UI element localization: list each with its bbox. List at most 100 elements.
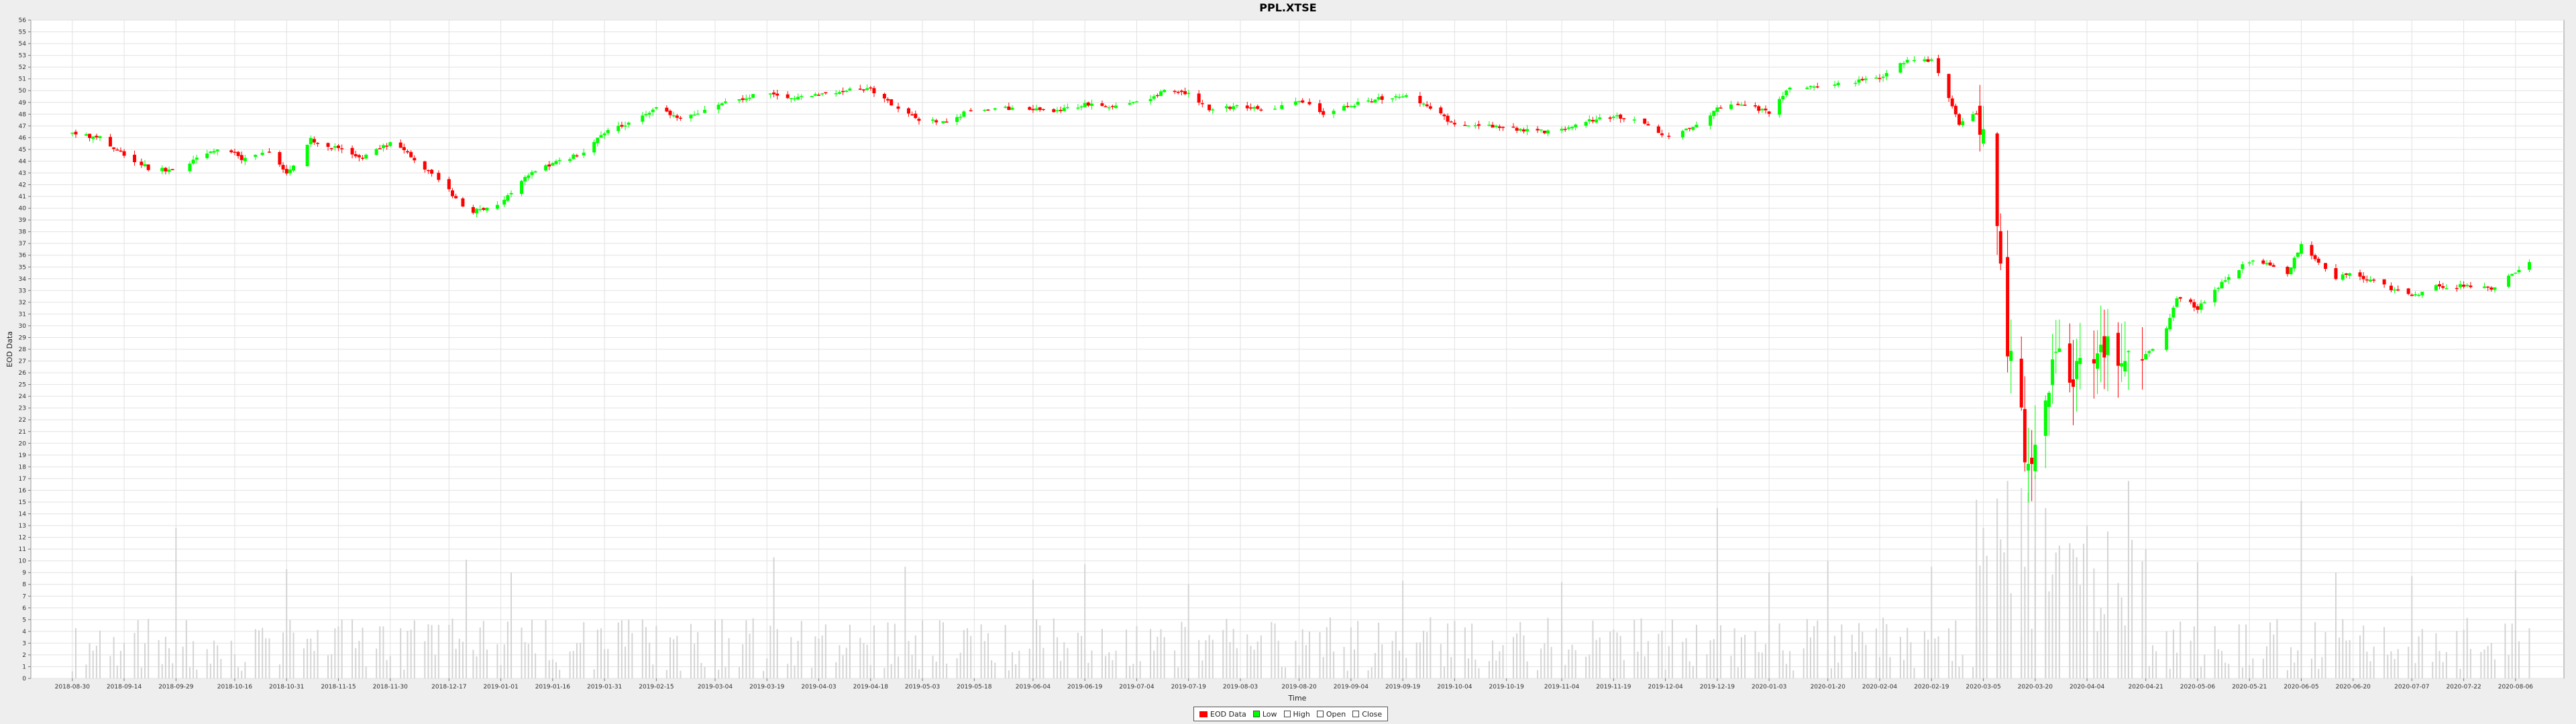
y-tick-label: 53 — [19, 53, 26, 60]
candle-body — [1059, 109, 1063, 111]
volume-bar — [1837, 662, 1839, 678]
candle-body — [1560, 129, 1564, 131]
candle-body — [1684, 128, 1688, 131]
volume-spike — [2034, 476, 2036, 678]
y-tick-label: 14 — [19, 511, 27, 518]
volume-spike — [286, 568, 288, 678]
candle-body — [2341, 274, 2345, 280]
volume-bar — [1592, 620, 1594, 678]
legend-swatch — [1352, 711, 1360, 717]
candle-body — [2358, 272, 2362, 277]
volume-bar — [358, 641, 360, 678]
candle-body — [1038, 107, 1042, 111]
volume-bar — [455, 648, 457, 678]
x-tick-label: 2019-09-04 — [1334, 684, 1369, 690]
volume-bar — [182, 646, 184, 678]
volume-bar — [1813, 625, 1815, 678]
x-tick-label: 2018-10-31 — [269, 684, 304, 690]
volume-bar — [1277, 640, 1279, 678]
candle-body — [1155, 95, 1159, 97]
candle-body — [1010, 107, 1014, 110]
volume-bar — [1423, 630, 1425, 678]
volume-bar — [1132, 664, 1134, 678]
x-tick-label: 2020-04-04 — [2070, 684, 2105, 690]
candle-body — [1884, 72, 1888, 77]
candle-body — [813, 94, 817, 96]
volume-bar — [621, 620, 623, 678]
volume-bar — [258, 630, 260, 678]
volume-bar — [1443, 666, 1445, 678]
volume-bar — [1695, 624, 1697, 678]
volume-bar — [2366, 652, 2368, 678]
volume-bar — [2349, 640, 2351, 678]
volume-bar — [71, 671, 73, 678]
volume-bar — [2000, 539, 2002, 678]
volume-bar — [310, 638, 312, 678]
candle-body — [886, 99, 890, 101]
volume-bar — [265, 638, 267, 678]
volume-bar — [1706, 654, 1708, 678]
candle-body — [1521, 129, 1525, 132]
candle-body — [1563, 129, 1567, 130]
volume-bar — [524, 642, 526, 678]
volume-spike — [2027, 492, 2029, 678]
candle-body — [350, 147, 354, 155]
volume-bar — [2318, 668, 2320, 678]
candle-body — [229, 150, 233, 153]
volume-bar — [1163, 637, 1165, 678]
candle-body — [1007, 106, 1011, 111]
x-tick-label: 2020-06-05 — [2284, 684, 2318, 690]
candle-body — [1131, 101, 1135, 103]
volume-bar — [1502, 645, 1504, 678]
candle-body — [2261, 260, 2265, 264]
volume-spike — [1827, 560, 1829, 678]
candle-body — [482, 208, 486, 210]
volume-bar — [400, 628, 402, 678]
candle-body — [1301, 100, 1305, 103]
candle-body — [239, 155, 244, 160]
candle-body — [1079, 106, 1083, 108]
candle-body — [1086, 102, 1090, 106]
candle-body — [2361, 276, 2365, 280]
x-tick-label: 2019-05-18 — [957, 684, 992, 690]
y-tick-label: 22 — [19, 417, 26, 424]
candle-body — [2465, 284, 2469, 286]
volume-bar — [1979, 565, 1981, 678]
candle-body — [312, 139, 316, 143]
candle-body — [2099, 345, 2103, 353]
y-tick-label: 39 — [19, 217, 27, 224]
candle-body — [402, 147, 406, 150]
candle-body — [1187, 93, 1191, 95]
candle-body — [260, 152, 264, 156]
candle-body — [1179, 90, 1183, 93]
candle-body — [1394, 96, 1398, 98]
volume-bar — [1157, 636, 1159, 678]
volume-bar — [1256, 641, 1258, 678]
legend-item: EOD Data — [1199, 710, 1246, 719]
volume-bar — [641, 619, 643, 678]
y-axis-label: EOD Data — [5, 331, 14, 367]
volume-bar — [1309, 631, 1311, 678]
candle-body — [2220, 282, 2224, 288]
candle-body — [316, 143, 320, 144]
candle-body — [1812, 86, 1816, 88]
volume-bar — [814, 636, 816, 678]
volume-bar — [1177, 667, 1179, 678]
candle-body — [747, 97, 751, 99]
candle-body — [2348, 273, 2352, 276]
candle-body — [84, 134, 88, 136]
candle-body — [2223, 280, 2227, 282]
volume-bar — [1512, 637, 1514, 678]
volume-bar — [1367, 670, 1369, 678]
candle-body — [1608, 117, 1612, 119]
candle-body — [1971, 114, 1975, 121]
volume-bar — [1467, 658, 1469, 678]
volume-bar — [1830, 668, 1832, 678]
legend-item: Close — [1352, 710, 1382, 719]
candle-body — [1898, 63, 1902, 73]
volume-bar — [1222, 629, 1224, 678]
x-tick-label: 2018-11-30 — [373, 684, 409, 690]
legend-label: Open — [1326, 709, 1346, 719]
candle-body — [1688, 127, 1692, 129]
chart-legend: EOD Data Low High Open Close — [1193, 707, 1389, 721]
